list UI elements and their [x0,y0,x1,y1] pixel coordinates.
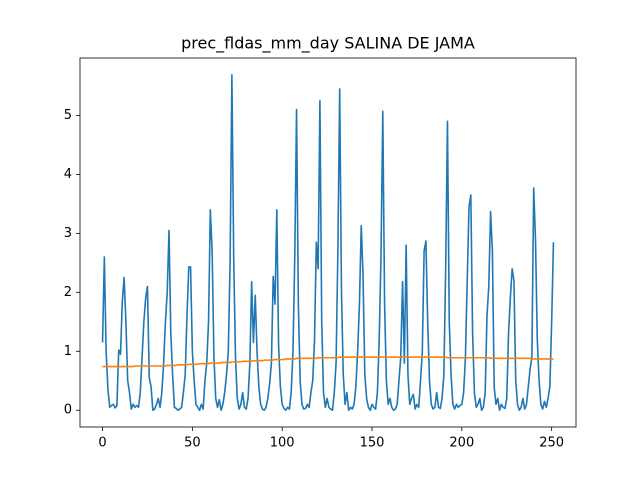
y-tick-label: 4 [64,167,72,182]
plot-frame [79,57,577,428]
x-tick-label: 150 [360,436,385,451]
y-tick-label: 3 [64,226,72,241]
y-tick-label: 5 [64,108,72,123]
x-tick-label: 250 [539,436,564,451]
y-tick-label: 0 [64,403,72,418]
x-tick-label: 100 [270,436,295,451]
line-series [101,73,555,412]
line-series [102,356,554,368]
y-tick-label: 2 [64,285,72,300]
x-tick-label: 200 [449,436,474,451]
y-tick-label: 1 [64,344,72,359]
chart-title: prec_fldas_mm_day SALINA DE JAMA [181,34,475,54]
x-tick-label: 0 [98,436,106,451]
x-tick-label: 50 [184,436,201,451]
